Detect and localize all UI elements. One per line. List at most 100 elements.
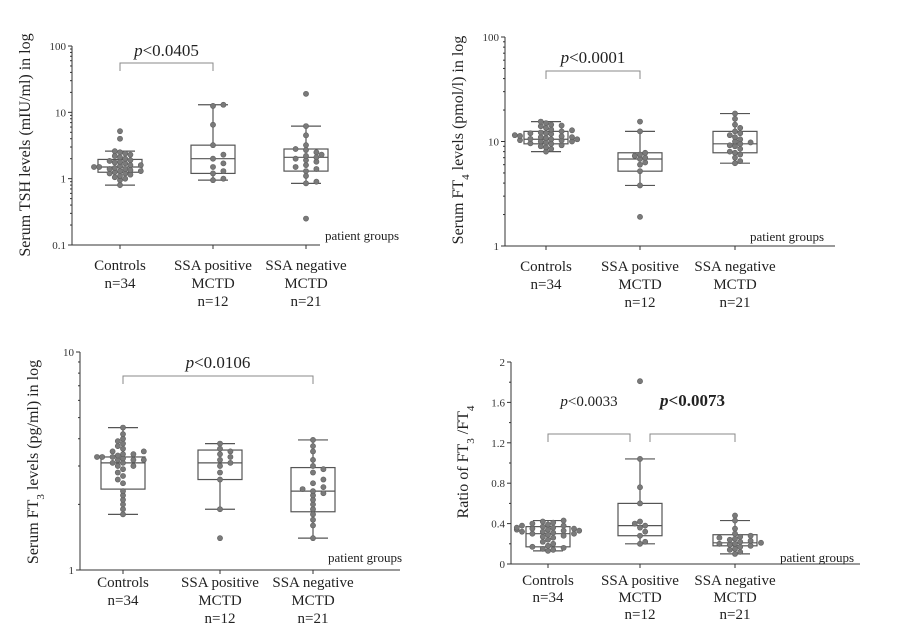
data-point xyxy=(560,532,567,539)
data-point xyxy=(217,476,223,483)
data-point xyxy=(117,182,123,188)
data-point xyxy=(519,528,525,535)
data-point xyxy=(99,454,106,460)
data-point xyxy=(543,130,549,137)
data-point xyxy=(571,525,577,532)
data-point xyxy=(642,522,649,529)
data-point xyxy=(120,445,126,452)
panel-2: 1 10 100 Controls n=34 SSA positive MCTD n=12 SS… xyxy=(450,32,835,311)
significance-bracket xyxy=(649,433,736,442)
data-point xyxy=(576,527,583,534)
data-point xyxy=(117,149,123,156)
data-point xyxy=(117,168,123,175)
y-tick-label: 0.1 xyxy=(52,240,66,252)
data-point xyxy=(529,530,536,537)
data-point xyxy=(120,466,126,473)
data-point xyxy=(310,480,316,487)
category-label: n=21 xyxy=(720,607,751,623)
data-point xyxy=(227,448,234,455)
data-point xyxy=(716,540,723,547)
data-point xyxy=(303,90,309,97)
data-point xyxy=(217,440,223,447)
data-point xyxy=(560,517,567,524)
category-label: MCTD xyxy=(713,277,757,293)
data-point xyxy=(550,546,557,553)
y-axis-label-2: Serum FT3 levels (pg/ml) in log xyxy=(25,360,47,564)
data-point xyxy=(732,540,738,547)
data-point xyxy=(109,459,116,466)
p-value-label: p<0.0033 xyxy=(559,394,617,410)
data-point xyxy=(732,160,738,167)
data-point xyxy=(106,158,113,164)
data-point xyxy=(539,545,546,552)
data-point xyxy=(303,168,309,175)
data-point xyxy=(220,151,227,158)
category-label: SSA positive xyxy=(601,573,679,589)
data-point xyxy=(109,454,116,460)
category-label: MCTD xyxy=(191,276,235,292)
y-axis-label-3: Ratio of FT3 /FT4 xyxy=(455,405,477,518)
data-point xyxy=(120,511,126,518)
data-point xyxy=(737,136,744,143)
data-point xyxy=(122,175,129,182)
data-point xyxy=(220,168,227,175)
data-point xyxy=(210,177,216,184)
category-label: MCTD xyxy=(198,593,242,609)
data-point xyxy=(310,516,316,523)
y-tick-label: 1.6 xyxy=(491,397,505,409)
data-point xyxy=(310,443,316,450)
data-point xyxy=(511,132,518,139)
data-point xyxy=(111,148,118,155)
data-point xyxy=(548,136,555,143)
data-point xyxy=(96,164,103,170)
data-point xyxy=(130,463,137,469)
data-point xyxy=(558,128,565,135)
data-point xyxy=(122,155,129,162)
data-point xyxy=(550,534,557,541)
data-point xyxy=(539,523,546,530)
data-point xyxy=(747,537,754,544)
data-point xyxy=(137,162,144,169)
x-axis-label: patient groups xyxy=(750,229,824,244)
data-point xyxy=(642,538,649,545)
y-tick-label: 0.4 xyxy=(491,519,505,531)
data-point xyxy=(529,525,536,532)
data-point xyxy=(642,159,649,166)
data-point xyxy=(220,160,227,167)
significance-bracket xyxy=(119,62,214,71)
data-point xyxy=(217,463,223,469)
data-point xyxy=(130,456,137,463)
significance-bracket xyxy=(547,433,631,442)
data-point xyxy=(732,149,738,156)
data-point xyxy=(210,103,216,109)
data-point xyxy=(320,484,327,491)
y-tick-label: 1 xyxy=(494,241,500,253)
data-point xyxy=(320,476,327,483)
significance-bracket xyxy=(545,70,641,79)
data-point xyxy=(737,151,744,158)
data-point xyxy=(310,535,316,542)
data-point xyxy=(217,535,223,542)
data-point xyxy=(120,488,126,495)
data-point xyxy=(310,506,316,513)
category-label: SSA positive xyxy=(181,575,259,591)
data-point xyxy=(220,175,227,182)
data-point xyxy=(122,150,129,157)
data-point xyxy=(637,161,643,168)
data-point xyxy=(732,154,738,161)
category-label: n=21 xyxy=(298,611,329,627)
data-point xyxy=(732,128,738,135)
data-point xyxy=(313,154,320,161)
category-label: n=34 xyxy=(105,276,136,292)
data-point xyxy=(318,151,325,158)
data-point xyxy=(732,110,738,117)
data-point xyxy=(140,448,147,455)
data-point xyxy=(737,145,744,152)
data-point xyxy=(737,548,744,555)
category-label: n=12 xyxy=(198,294,229,310)
x-axis-label: patient groups xyxy=(325,228,399,243)
data-point xyxy=(737,130,744,137)
data-point xyxy=(210,170,216,177)
x-axis-label: patient groups xyxy=(328,550,402,565)
data-point xyxy=(292,164,299,170)
